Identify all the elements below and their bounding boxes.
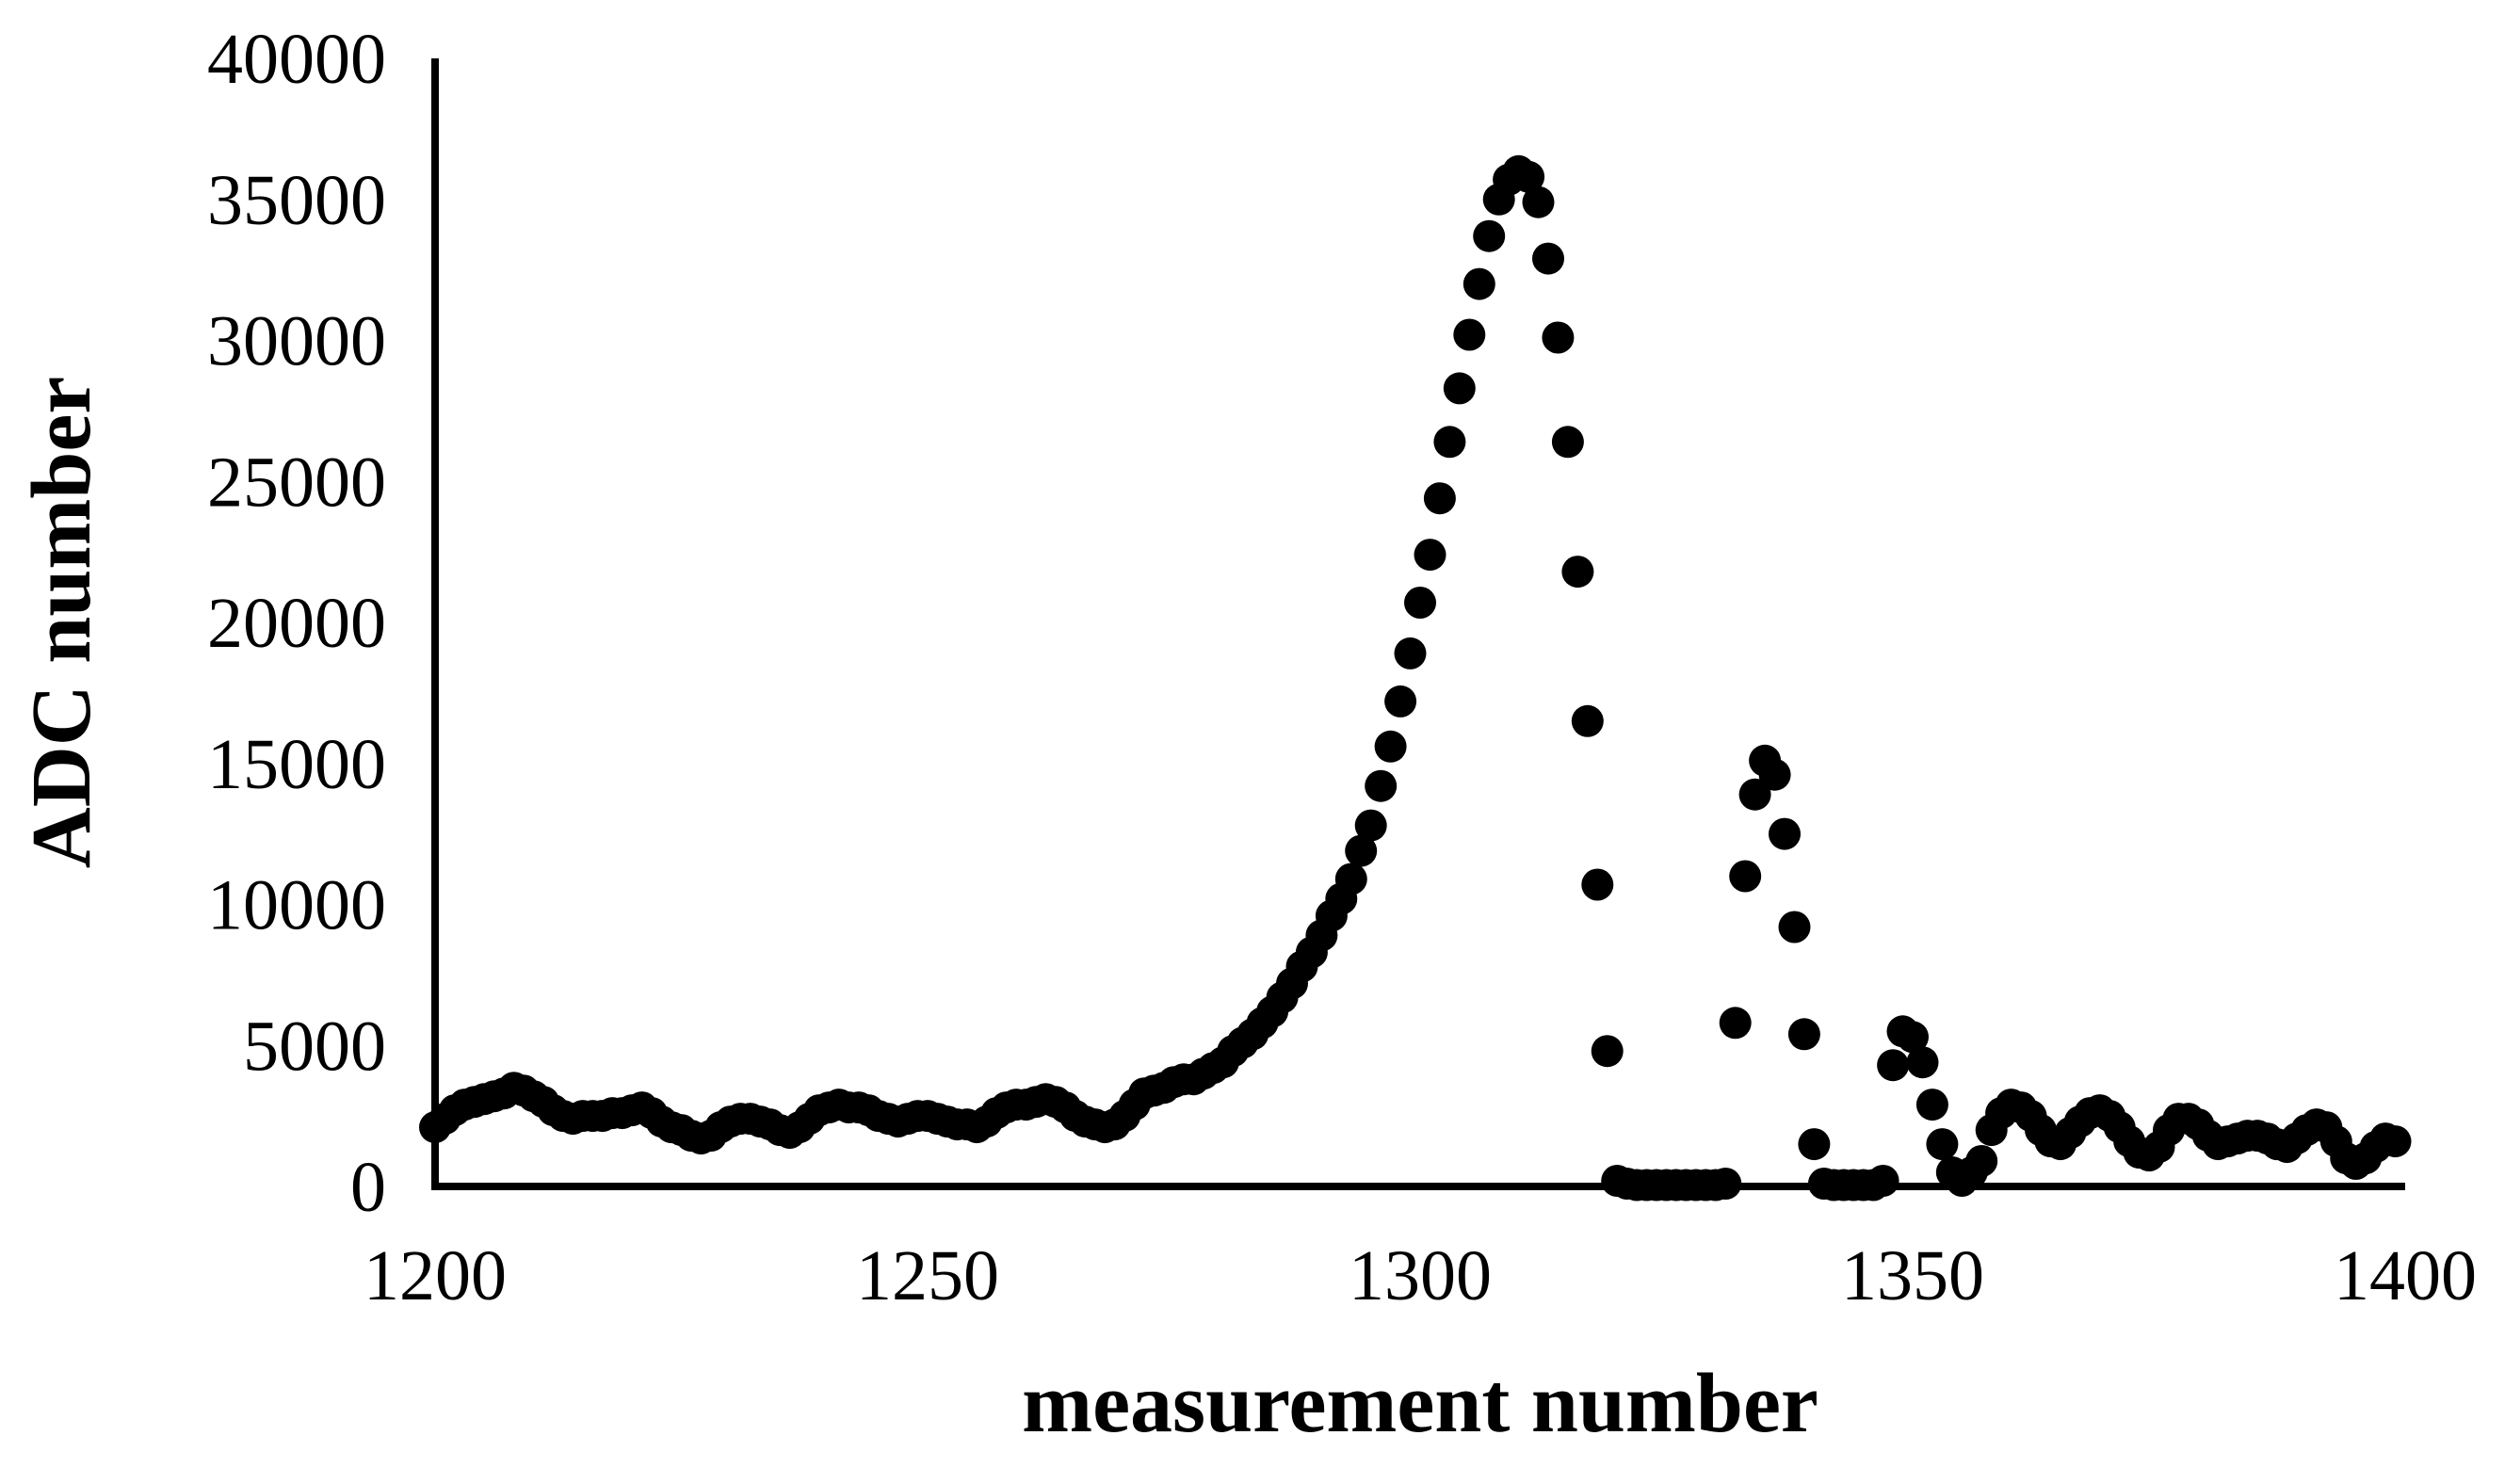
y-tick-labels: 0 5000 10000 15000 20000 25000 30000 35000 40000 — [207, 20, 386, 1227]
data-point — [1965, 1145, 1998, 1177]
x-tick-label: 1400 — [2334, 1236, 2477, 1315]
data-point — [1423, 482, 1456, 515]
x-tick-label: 1200 — [364, 1236, 507, 1315]
data-point — [1915, 1089, 1948, 1121]
data-point — [1433, 426, 1466, 459]
data-point — [1542, 321, 1575, 354]
y-axis-title: ADC number — [15, 377, 108, 869]
data-point — [1897, 1021, 1929, 1054]
data-point — [1404, 587, 1436, 619]
x-axis-title: measurement number — [1022, 1357, 1818, 1450]
data-point — [1561, 556, 1594, 589]
data-point — [1365, 769, 1398, 802]
data-point — [1798, 1128, 1831, 1161]
data-point — [1738, 778, 1771, 811]
y-tick-label: 5000 — [243, 1007, 386, 1086]
data-point — [1384, 685, 1417, 718]
data-point — [1571, 704, 1604, 737]
data-point — [1334, 863, 1367, 895]
x-tick-label: 1350 — [1841, 1236, 1984, 1315]
data-point — [1719, 1007, 1752, 1040]
y-tick-label: 40000 — [207, 20, 386, 99]
data-point — [1778, 911, 1811, 944]
data-point — [1453, 318, 1486, 351]
data-point — [1906, 1046, 1939, 1079]
data-point — [1867, 1165, 1899, 1197]
y-tick-label: 0 — [350, 1148, 386, 1227]
x-tick-label: 1250 — [856, 1236, 999, 1315]
data-point — [1354, 809, 1387, 842]
data-point — [1551, 426, 1584, 459]
y-tick-label: 15000 — [207, 725, 386, 804]
y-tick-label: 20000 — [207, 584, 386, 663]
data-point — [1926, 1128, 1959, 1161]
data-point — [2379, 1125, 2412, 1158]
data-point — [1473, 219, 1506, 252]
y-tick-label: 35000 — [207, 161, 386, 240]
y-tick-label: 30000 — [207, 302, 386, 381]
data-point — [1591, 1035, 1624, 1068]
x-tick-label: 1300 — [1349, 1236, 1492, 1315]
data-point — [1758, 758, 1791, 791]
data-point — [1374, 730, 1407, 763]
data-point — [1345, 834, 1378, 867]
data-point — [1532, 242, 1564, 275]
data-point — [1463, 267, 1495, 300]
data-point — [1414, 539, 1446, 572]
data-points — [419, 154, 2412, 1202]
x-tick-labels: 1200 1250 1300 1350 1400 — [364, 1236, 2477, 1315]
data-point — [1787, 1018, 1820, 1051]
data-point — [1512, 160, 1545, 193]
y-tick-label: 10000 — [207, 866, 386, 945]
data-point — [1581, 868, 1614, 901]
data-point — [1729, 860, 1762, 893]
data-point — [1522, 186, 1555, 218]
y-tick-label: 25000 — [207, 443, 386, 522]
data-point — [1394, 637, 1427, 669]
data-point — [1443, 372, 1476, 405]
data-point — [1769, 817, 1801, 850]
data-point — [1877, 1049, 1910, 1082]
